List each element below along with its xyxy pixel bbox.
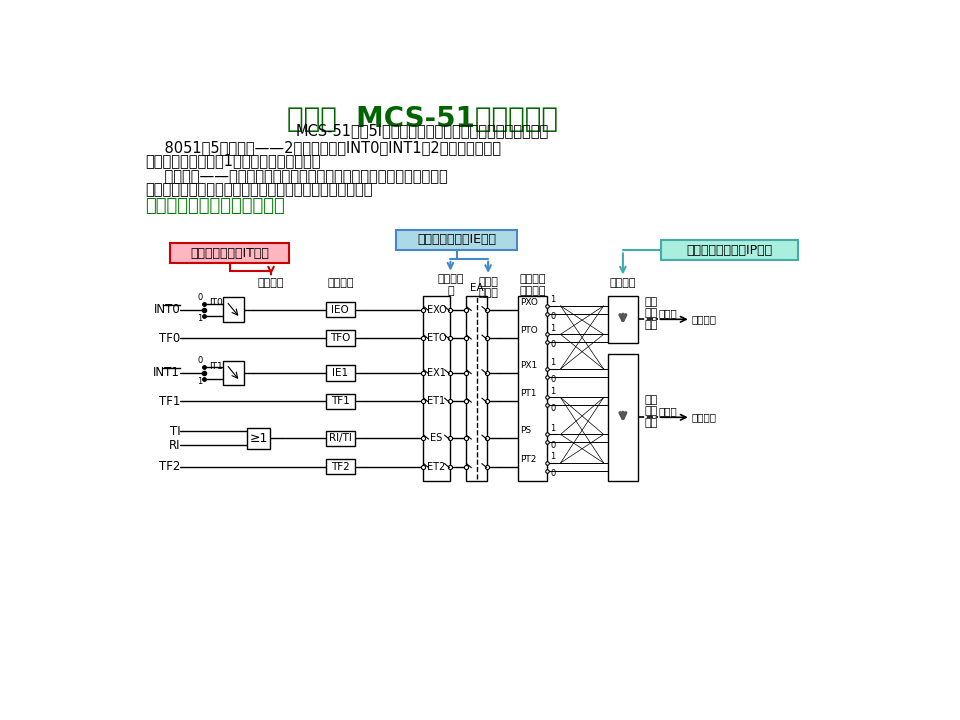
- Text: TF2: TF2: [158, 460, 180, 473]
- Text: TF1: TF1: [158, 395, 180, 408]
- Text: ETO: ETO: [427, 333, 446, 343]
- Bar: [396, 230, 517, 250]
- Text: TI: TI: [170, 425, 180, 438]
- Text: PT1: PT1: [520, 390, 537, 398]
- Bar: [466, 296, 488, 481]
- Text: 都是可屏蔽的，由软件设定。: 都是可屏蔽的，由软件设定。: [146, 197, 285, 215]
- Bar: [608, 354, 638, 481]
- Bar: [325, 302, 355, 318]
- Text: RI: RI: [169, 438, 180, 451]
- Text: INT0: INT0: [154, 303, 180, 316]
- Bar: [325, 431, 355, 446]
- Text: 0: 0: [550, 469, 556, 478]
- Text: 中断源: 中断源: [659, 307, 677, 318]
- Text: 0: 0: [550, 441, 556, 449]
- Text: 中断入口: 中断入口: [691, 315, 716, 324]
- Text: 由软件设定为高级或低级，能实现两级中断服务程序嵌套。: 由软件设定为高级或低级，能实现两级中断服务程序嵌套。: [146, 182, 373, 197]
- Text: EXO: EXO: [426, 305, 446, 315]
- Text: 查询电路: 查询电路: [610, 278, 636, 288]
- Text: 1: 1: [550, 424, 556, 433]
- Text: IEO: IEO: [331, 305, 349, 315]
- Text: 1: 1: [550, 295, 556, 305]
- Bar: [661, 240, 799, 261]
- Text: 中断入口: 中断入口: [691, 413, 716, 423]
- Text: PX1: PX1: [520, 361, 538, 370]
- Text: 1: 1: [550, 324, 556, 333]
- Text: PXO: PXO: [520, 297, 539, 307]
- Bar: [325, 330, 355, 346]
- Text: TF1: TF1: [331, 396, 349, 406]
- Bar: [223, 361, 244, 385]
- Text: 高级
中断
请求: 高级 中断 请求: [644, 297, 658, 330]
- Bar: [325, 459, 355, 474]
- Text: ES: ES: [430, 433, 443, 444]
- Text: 中断源允
许: 中断源允 许: [437, 274, 464, 296]
- Text: 第五章  MCS-51的中断系统: 第五章 MCS-51的中断系统: [287, 105, 558, 133]
- Text: ET1: ET1: [427, 396, 445, 406]
- Text: 中断优先级寄存器IP控制: 中断优先级寄存器IP控制: [686, 244, 773, 257]
- Bar: [247, 428, 271, 449]
- Text: 低级
中断
请求: 低级 中断 请求: [644, 395, 658, 428]
- Text: INT1: INT1: [154, 366, 180, 379]
- Text: 0: 0: [197, 356, 203, 365]
- Bar: [223, 297, 244, 322]
- Text: 分为两级——高级中断和低级中断。其中任何一个中断源的优先级均可: 分为两级——高级中断和低级中断。其中任何一个中断源的优先级均可: [146, 168, 447, 184]
- Text: TF0: TF0: [159, 332, 180, 345]
- Text: ET2: ET2: [427, 462, 445, 472]
- Text: 中断选择: 中断选择: [257, 278, 284, 288]
- Text: EX1: EX1: [427, 368, 446, 378]
- Text: IT0: IT0: [208, 298, 223, 307]
- Text: 全局中
断允许: 全局中 断允许: [478, 276, 498, 298]
- Text: TFO: TFO: [330, 333, 350, 343]
- Bar: [423, 296, 450, 481]
- Text: 0: 0: [550, 341, 556, 349]
- Text: 1: 1: [197, 377, 203, 387]
- Text: MCS-51及其5I子系列的其它成员都具有相同的中断结构。: MCS-51及其5I子系列的其它成员都具有相同的中断结构。: [296, 123, 549, 138]
- Text: EA: EA: [469, 283, 484, 293]
- Bar: [325, 394, 355, 409]
- Bar: [325, 365, 355, 381]
- Bar: [518, 296, 547, 481]
- Text: 1: 1: [550, 387, 556, 396]
- Text: PTO: PTO: [520, 326, 539, 335]
- Text: 8051有5个中断源——2个外部中断源INT0和INT1，2个片内定时器／: 8051有5个中断源——2个外部中断源INT0和INT1，2个片内定时器／: [146, 140, 500, 156]
- Text: 计数器溢出中断源，1个片内串行口中断源。: 计数器溢出中断源，1个片内串行口中断源。: [146, 153, 321, 168]
- Text: 中断优先
级寄存器: 中断优先 级寄存器: [519, 274, 546, 296]
- Text: 1: 1: [197, 315, 203, 323]
- Text: PS: PS: [520, 426, 532, 435]
- Text: ≥1: ≥1: [250, 432, 268, 445]
- Text: 中断源: 中断源: [659, 406, 677, 415]
- Text: IT1: IT1: [208, 361, 223, 371]
- Text: 中断允许寄存器IE控制: 中断允许寄存器IE控制: [417, 233, 496, 246]
- Bar: [608, 296, 638, 343]
- Text: 中断触发方式位IT控制: 中断触发方式位IT控制: [190, 247, 269, 260]
- Text: IE1: IE1: [332, 368, 348, 378]
- Text: 中断标志: 中断标志: [327, 278, 353, 288]
- Text: 0: 0: [550, 404, 556, 413]
- Text: TF2: TF2: [331, 462, 349, 472]
- Text: PT2: PT2: [520, 455, 537, 464]
- Text: 0: 0: [550, 312, 556, 321]
- Bar: [170, 243, 290, 264]
- Text: RI/TI: RI/TI: [329, 433, 351, 444]
- Text: 0: 0: [197, 293, 203, 302]
- Text: 0: 0: [550, 375, 556, 384]
- Text: 1: 1: [550, 452, 556, 462]
- Text: 1: 1: [550, 359, 556, 367]
